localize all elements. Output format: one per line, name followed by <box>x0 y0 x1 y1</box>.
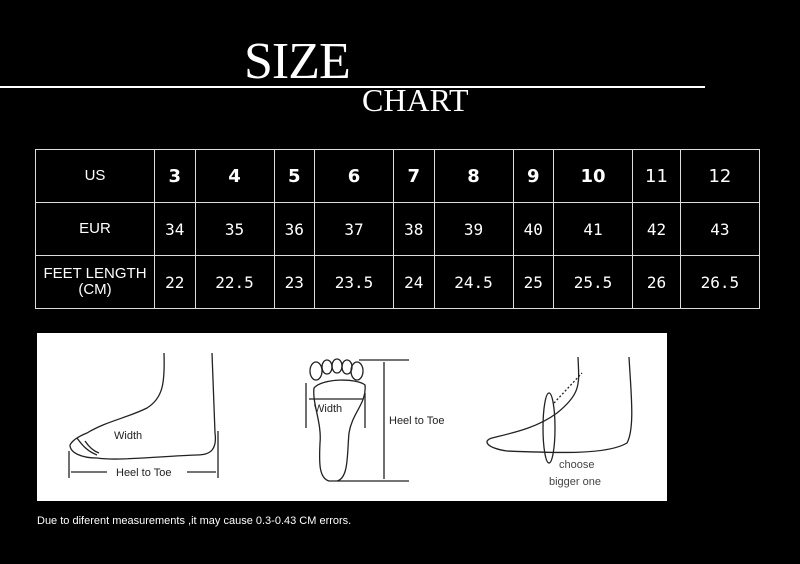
table-cell: 42 <box>632 202 681 256</box>
table-cell: 36 <box>273 202 316 256</box>
table-row-feet-length: FEET LENGTH (CM) 22 22.5 23 23.5 24 24.5… <box>35 255 761 309</box>
table-cell: 23 <box>273 255 316 309</box>
table-cell: 26 <box>632 255 681 309</box>
table-cell: 11 <box>632 149 681 203</box>
table-cell: 38 <box>393 202 435 256</box>
side-foot-illustration: Width Heel to Toe <box>68 352 219 479</box>
title-size: SIZE <box>244 33 351 90</box>
table-cell: 22.5 <box>194 255 275 309</box>
row-label: US <box>35 149 155 203</box>
table-cell: 3 <box>154 149 196 203</box>
table-cell: 26.5 <box>679 255 761 309</box>
table-cell: 23.5 <box>314 255 395 309</box>
table-cell: 25 <box>512 255 555 309</box>
table-cell: 5 <box>273 149 316 203</box>
table-cell: 25.5 <box>553 255 634 309</box>
tip-line1: choose <box>559 459 594 471</box>
tip-line2: bigger one <box>549 476 601 488</box>
sole-length-label: Heel to Toe <box>389 415 444 427</box>
table-cell: 12 <box>679 149 761 203</box>
table-row-eur: EUR 34 35 36 37 38 39 40 41 42 43 <box>35 202 761 256</box>
table-cell: 41 <box>553 202 634 256</box>
row-label: EUR <box>35 202 155 256</box>
table-cell: 4 <box>194 149 275 203</box>
fit-foot-illustration: choose bigger one <box>486 356 633 488</box>
table-cell: 39 <box>433 202 514 256</box>
title-chart: CHART <box>362 82 469 118</box>
table-cell: 40 <box>512 202 555 256</box>
table-cell: 37 <box>314 202 395 256</box>
sole-width-label: Width <box>314 403 342 415</box>
row-label: FEET LENGTH (CM) <box>35 255 155 309</box>
table-cell: 24 <box>393 255 435 309</box>
table-cell: 24.5 <box>433 255 514 309</box>
table-cell: 9 <box>512 149 555 203</box>
table-cell: 10 <box>553 149 634 203</box>
title-divider <box>0 86 705 88</box>
table-row-us: US 3 4 5 6 7 8 9 10 11 12 <box>35 149 761 203</box>
measurement-note: Due to diferent measurements ,it may cau… <box>37 515 352 527</box>
table-cell: 43 <box>679 202 761 256</box>
measurement-diagram: Width Heel to Toe Width Heel to Toe choo… <box>37 333 667 501</box>
side-width-label: Width <box>114 430 142 442</box>
table-cell: 35 <box>194 202 275 256</box>
table-cell: 22 <box>154 255 196 309</box>
side-length-label: Heel to Toe <box>116 467 171 479</box>
table-cell: 6 <box>314 149 395 203</box>
sole-illustration: Width Heel to Toe <box>305 358 444 482</box>
table-cell: 34 <box>154 202 196 256</box>
table-cell: 8 <box>433 149 514 203</box>
table-cell: 7 <box>393 149 435 203</box>
size-table: US 3 4 5 6 7 8 9 10 11 12 EUR 34 35 36 3… <box>35 149 761 309</box>
